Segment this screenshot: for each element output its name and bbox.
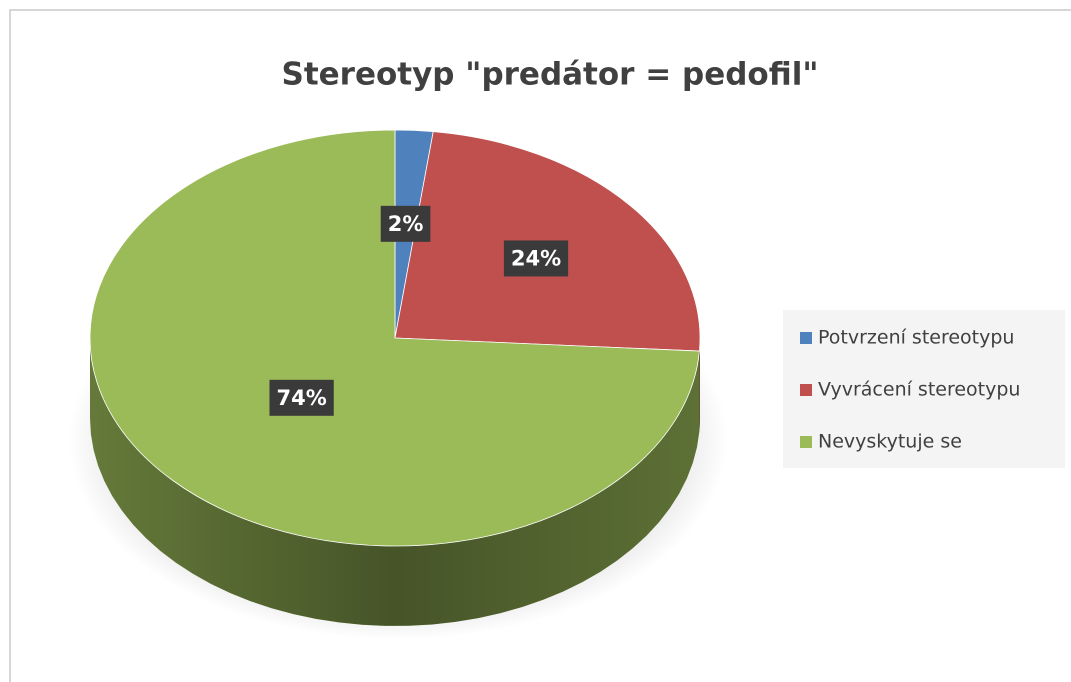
data-label: 74% — [276, 386, 326, 410]
legend-label: Potvrzení stereotypu — [818, 327, 1014, 349]
chart-title: Stereotyp "predátor = pedofil" — [282, 57, 819, 93]
pie-slice — [89, 129, 700, 547]
data-label: 24% — [511, 246, 561, 270]
legend-swatch — [800, 436, 812, 448]
legend-label: Vyvrácení stereotypu — [818, 379, 1020, 401]
legend-swatch — [800, 332, 812, 344]
pie-side-shade — [90, 338, 700, 626]
data-label-box — [269, 379, 334, 416]
data-label-box — [380, 205, 431, 242]
legend-label: Nevyskytuje se — [818, 431, 962, 453]
data-label-box — [503, 240, 569, 277]
legend-swatch — [800, 384, 812, 396]
data-label: 2% — [388, 212, 424, 236]
pie-side-shade — [699, 338, 700, 432]
legend-background — [783, 310, 1065, 468]
